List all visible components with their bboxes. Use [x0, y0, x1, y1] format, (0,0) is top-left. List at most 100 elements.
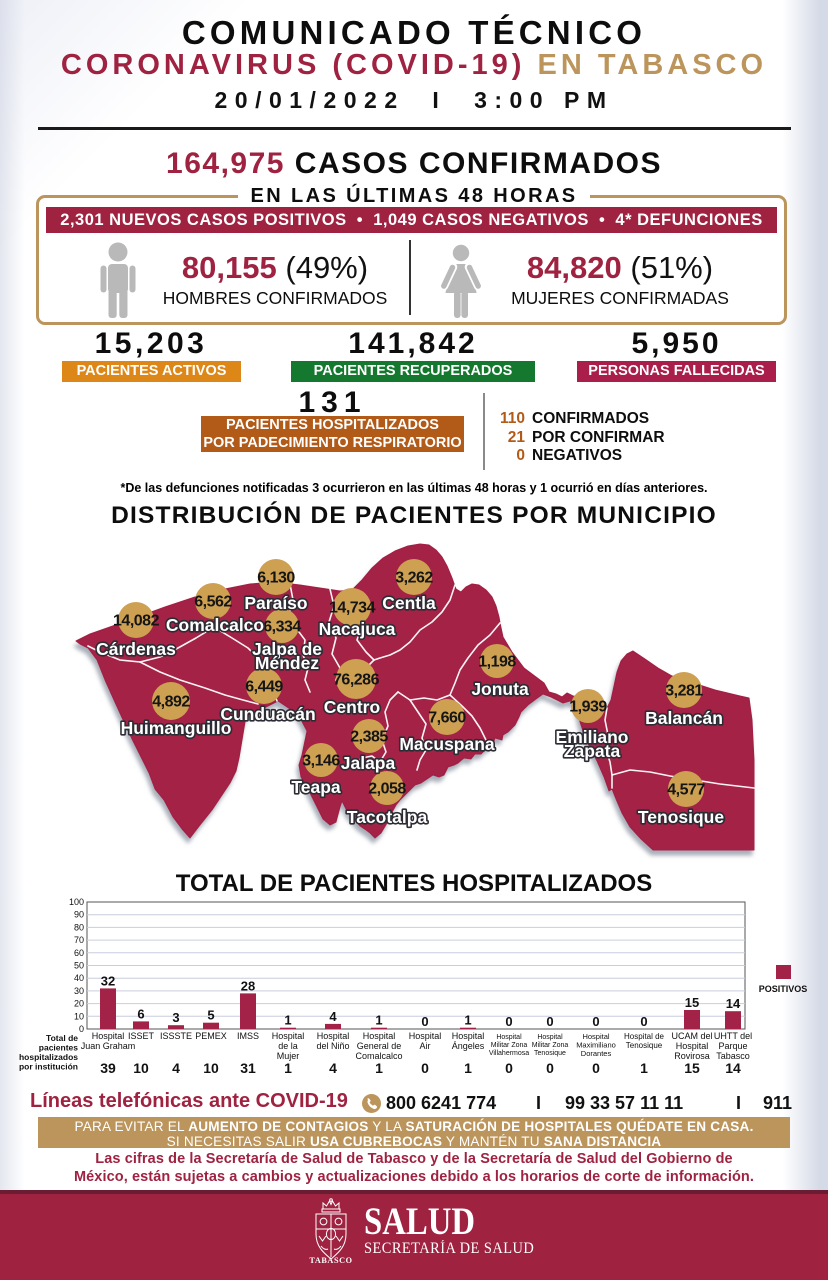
svg-text:ISSET: ISSET — [128, 1031, 155, 1041]
svg-text:0: 0 — [592, 1014, 599, 1029]
svg-text:Hospital: Hospital — [452, 1031, 485, 1041]
svg-text:3: 3 — [172, 1010, 179, 1025]
svg-text:76,286: 76,286 — [333, 672, 380, 689]
svg-text:1: 1 — [375, 1060, 383, 1076]
svg-text:Hospital: Hospital — [363, 1031, 396, 1041]
svg-text:4: 4 — [329, 1009, 337, 1024]
svg-text:Hospital de: Hospital de — [624, 1032, 665, 1041]
svg-text:4: 4 — [172, 1060, 180, 1076]
svg-text:Parque: Parque — [718, 1041, 747, 1051]
svg-text:Jalpa de: Jalpa de — [252, 639, 322, 659]
svg-text:Jalapa: Jalapa — [341, 753, 396, 773]
svg-text:0: 0 — [546, 1014, 553, 1029]
svg-text:10: 10 — [203, 1060, 219, 1076]
svg-text:Hospital: Hospital — [582, 1032, 609, 1041]
svg-text:hospitalizados: hospitalizados — [19, 1052, 78, 1062]
svg-text:Hospital: Hospital — [496, 1034, 522, 1041]
svg-text:Hospital: Hospital — [676, 1041, 709, 1051]
svg-text:Villahermosa: Villahermosa — [489, 1050, 529, 1057]
svg-text:Total de: Total de — [46, 1033, 78, 1043]
svg-text:Mujer: Mujer — [277, 1051, 300, 1061]
svg-text:Macuspana: Macuspana — [399, 734, 495, 754]
svg-text:UHTT del: UHTT del — [714, 1031, 752, 1041]
svg-text:General de: General de — [357, 1041, 402, 1051]
svg-text:Cárdenas: Cárdenas — [96, 639, 176, 659]
svg-text:60: 60 — [74, 948, 84, 958]
svg-text:5: 5 — [207, 1008, 214, 1023]
svg-text:40: 40 — [74, 973, 84, 983]
svg-text:de la: de la — [278, 1041, 298, 1051]
svg-text:PEMEX: PEMEX — [195, 1031, 227, 1041]
svg-text:Cunduacán: Cunduacán — [220, 704, 315, 724]
svg-text:3,281: 3,281 — [665, 683, 703, 700]
svg-text:6,562: 6,562 — [194, 594, 232, 611]
svg-text:7,660: 7,660 — [428, 710, 466, 727]
svg-text:2,058: 2,058 — [368, 781, 406, 798]
svg-text:1: 1 — [284, 1060, 292, 1076]
svg-text:Balancán: Balancán — [645, 708, 723, 728]
svg-text:Nacajuca: Nacajuca — [319, 619, 396, 639]
svg-text:15: 15 — [685, 995, 699, 1010]
svg-text:39: 39 — [100, 1060, 116, 1076]
svg-text:por institución: por institución — [19, 1062, 78, 1072]
svg-text:Dorantes: Dorantes — [581, 1049, 612, 1058]
svg-text:Centro: Centro — [324, 697, 380, 717]
svg-text:Méndez: Méndez — [255, 653, 319, 673]
svg-text:90: 90 — [74, 910, 84, 920]
svg-text:14,082: 14,082 — [113, 613, 160, 630]
svg-text:Jonuta: Jonuta — [471, 679, 529, 699]
svg-text:10: 10 — [133, 1060, 149, 1076]
svg-text:pacientes: pacientes — [39, 1043, 78, 1053]
svg-text:32: 32 — [101, 973, 115, 988]
svg-text:Zapata: Zapata — [564, 741, 621, 761]
svg-text:80: 80 — [74, 922, 84, 932]
svg-text:6,130: 6,130 — [257, 570, 295, 587]
svg-text:14: 14 — [726, 996, 741, 1011]
svg-text:Emiliano: Emiliano — [556, 727, 629, 747]
svg-text:Paraíso: Paraíso — [244, 593, 307, 613]
svg-text:Tacotalpa: Tacotalpa — [347, 807, 428, 827]
svg-text:Maximiliano: Maximiliano — [576, 1041, 616, 1050]
svg-text:Rovirosa: Rovirosa — [674, 1051, 710, 1061]
svg-text:1: 1 — [464, 1060, 472, 1076]
svg-text:1: 1 — [284, 1013, 291, 1028]
svg-text:Hospital: Hospital — [272, 1031, 305, 1041]
svg-text:2,385: 2,385 — [350, 729, 388, 746]
svg-text:Militar Zona: Militar Zona — [491, 1042, 528, 1049]
svg-text:0: 0 — [79, 1024, 84, 1034]
svg-text:6,449: 6,449 — [245, 679, 283, 696]
svg-text:IMSS: IMSS — [237, 1031, 259, 1041]
svg-text:Hospital: Hospital — [92, 1031, 125, 1041]
svg-text:0: 0 — [592, 1060, 600, 1076]
svg-text:Tabasco: Tabasco — [716, 1051, 750, 1061]
svg-text:Air: Air — [420, 1041, 431, 1051]
svg-text:70: 70 — [74, 935, 84, 945]
svg-text:0: 0 — [505, 1014, 512, 1029]
svg-text:0: 0 — [546, 1060, 554, 1076]
svg-text:Hospital: Hospital — [537, 1034, 563, 1041]
svg-text:20: 20 — [74, 999, 84, 1009]
svg-text:0: 0 — [640, 1014, 647, 1029]
svg-text:6,334: 6,334 — [263, 619, 301, 636]
svg-text:100: 100 — [69, 897, 84, 907]
svg-text:Militar Zona: Militar Zona — [532, 1042, 569, 1049]
svg-text:50: 50 — [74, 961, 84, 971]
svg-text:31: 31 — [240, 1060, 256, 1076]
svg-text:UCAM del: UCAM del — [671, 1031, 712, 1041]
svg-text:14: 14 — [725, 1060, 741, 1076]
svg-text:Teapa: Teapa — [291, 777, 341, 797]
svg-text:4,577: 4,577 — [667, 782, 705, 799]
svg-text:1: 1 — [464, 1013, 471, 1028]
svg-text:Tenosique: Tenosique — [534, 1050, 566, 1057]
svg-text:Juan Graham: Juan Graham — [81, 1041, 136, 1051]
svg-text:Tenosique: Tenosique — [626, 1041, 663, 1050]
svg-text:6: 6 — [137, 1006, 144, 1021]
svg-text:ISSSTE: ISSSTE — [160, 1031, 192, 1041]
svg-text:Comalcalco: Comalcalco — [166, 615, 264, 635]
svg-text:15: 15 — [684, 1060, 700, 1076]
svg-text:del Niño: del Niño — [316, 1041, 349, 1051]
svg-text:1,939: 1,939 — [569, 699, 607, 716]
svg-text:4: 4 — [329, 1060, 337, 1076]
svg-text:Comalcalco: Comalcalco — [355, 1051, 402, 1061]
svg-text:Centla: Centla — [382, 593, 436, 613]
